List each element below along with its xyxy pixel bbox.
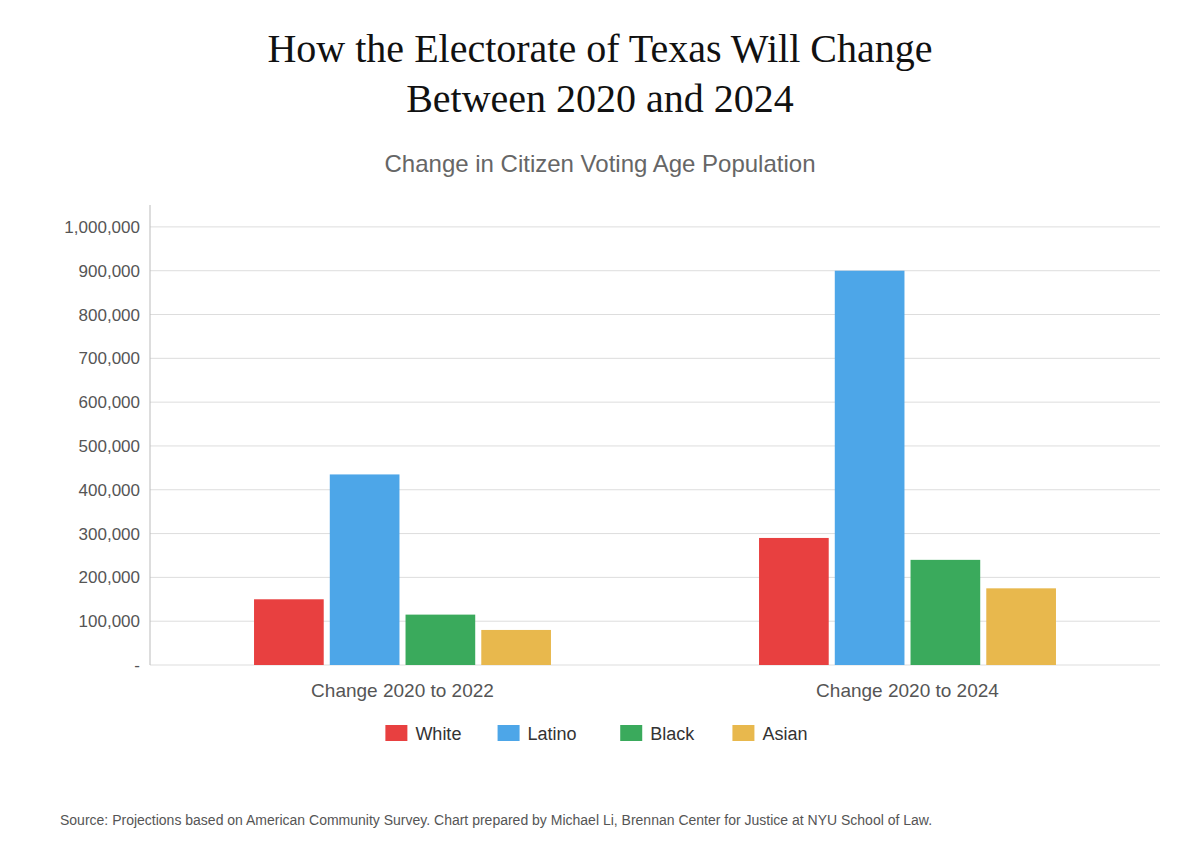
- bar: [254, 599, 324, 665]
- grid-line: [150, 445, 1160, 446]
- grid-line: [150, 533, 1160, 534]
- grid-line: [150, 577, 1160, 578]
- y-tick-label: 300,000: [79, 525, 140, 544]
- grid-line: [150, 226, 1160, 227]
- bar: [986, 588, 1056, 665]
- source: Source: Projections based on American Co…: [60, 812, 932, 828]
- bars: [254, 271, 1056, 665]
- title: Between 2020 and 2024: [406, 76, 794, 121]
- legend-label: White: [415, 724, 461, 744]
- legend-swatch: [498, 725, 520, 741]
- legend-swatch: [385, 725, 407, 741]
- y-tick-label: 900,000: [79, 262, 140, 281]
- y-tick-label: 400,000: [79, 481, 140, 500]
- grid-line: [150, 402, 1160, 403]
- legend-label: Black: [650, 724, 695, 744]
- y-tick-label: -: [134, 656, 140, 675]
- grid-line: [150, 270, 1160, 271]
- grid: [150, 227, 1160, 665]
- legend-label: Latino: [528, 724, 577, 744]
- grid-line: [150, 358, 1160, 359]
- bar: [911, 560, 981, 665]
- x-tick-label: Change 2020 to 2022: [311, 680, 494, 701]
- background: [0, 0, 1200, 852]
- y-tick-label: 200,000: [79, 568, 140, 587]
- y-axis-line: [150, 205, 151, 665]
- chart: How the Electorate of Texas Will Change B…: [0, 0, 1200, 852]
- legend: White Latino Black Asian: [385, 724, 807, 744]
- bar: [330, 474, 400, 665]
- y-tick-label: 500,000: [79, 437, 140, 456]
- bar: [759, 538, 829, 665]
- bar: [835, 271, 905, 665]
- subtitle: Change in Citizen Voting Age Population: [385, 150, 816, 177]
- grid-line: [150, 314, 1160, 315]
- y-tick-label: 1,000,000: [64, 218, 140, 237]
- y-tick-label: 600,000: [79, 393, 140, 412]
- legend-swatch: [732, 725, 754, 741]
- bar: [481, 630, 551, 665]
- title: How the Electorate of Texas Will Change: [267, 26, 932, 71]
- y-tick-label: 100,000: [79, 612, 140, 631]
- x-tick-label: Change 2020 to 2024: [816, 680, 999, 701]
- y-tick-label: 800,000: [79, 306, 140, 325]
- legend-label: Asian: [762, 724, 807, 744]
- y-tick-label: 700,000: [79, 349, 140, 368]
- bar: [406, 615, 476, 665]
- legend-swatch: [620, 725, 642, 741]
- grid-line: [150, 489, 1160, 490]
